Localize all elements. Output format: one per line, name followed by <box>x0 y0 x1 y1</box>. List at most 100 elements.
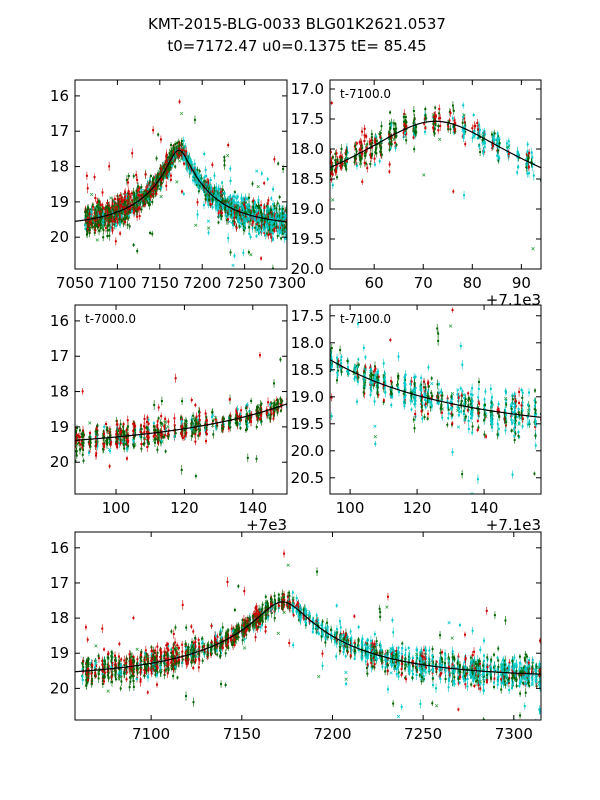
data-point <box>249 236 252 239</box>
data-point <box>148 178 151 181</box>
data-point <box>186 166 189 169</box>
data-point <box>247 251 250 254</box>
data-point <box>118 198 121 201</box>
data-point <box>136 250 139 253</box>
data-point <box>229 195 232 198</box>
data-point <box>251 182 254 185</box>
data-point <box>149 197 152 200</box>
data-point <box>220 214 223 217</box>
data-point <box>168 172 171 175</box>
data-point <box>144 173 147 176</box>
data-point <box>230 213 233 216</box>
data-point <box>114 240 117 243</box>
data-point <box>85 174 88 177</box>
data-point <box>224 200 227 203</box>
data-point <box>130 210 133 213</box>
data-point <box>111 211 114 214</box>
data-point <box>216 209 219 212</box>
data-point <box>235 226 238 229</box>
data-point <box>248 196 251 199</box>
data-point <box>235 197 238 200</box>
data-point <box>229 251 232 254</box>
data-point <box>155 157 158 160</box>
data-point <box>106 201 109 204</box>
data-point <box>167 174 170 177</box>
data-point <box>129 195 132 198</box>
data-point <box>248 226 251 229</box>
data-point <box>136 179 139 182</box>
data-point <box>88 232 91 235</box>
data-point <box>125 197 128 200</box>
data-point <box>193 162 196 165</box>
data-point <box>126 192 129 195</box>
data-point <box>219 203 222 206</box>
data-point <box>106 229 109 232</box>
data-point <box>253 203 256 206</box>
data-point <box>157 184 160 187</box>
data-point <box>108 207 111 210</box>
data-point <box>84 214 87 217</box>
data-point <box>170 164 173 167</box>
data-point <box>170 144 173 147</box>
data-point <box>232 224 235 227</box>
data-point <box>124 210 127 213</box>
data-point <box>155 192 158 195</box>
data-point <box>85 221 88 224</box>
data-point <box>119 215 122 218</box>
data-point <box>98 229 101 232</box>
data-point <box>86 232 89 235</box>
data-point <box>137 194 140 197</box>
data-point <box>119 194 122 197</box>
data-point <box>184 153 187 156</box>
data-point <box>91 203 94 206</box>
data-point <box>184 145 187 148</box>
outlier-mark <box>175 180 179 184</box>
data-point <box>215 193 218 196</box>
data-point <box>220 212 223 215</box>
outlier-mark <box>194 223 198 227</box>
data-point <box>124 191 127 194</box>
data-point <box>160 186 163 189</box>
data-point <box>258 224 261 227</box>
data-point <box>118 217 121 220</box>
data-point <box>96 220 99 223</box>
data-point <box>123 218 126 221</box>
data-point <box>227 237 230 240</box>
data-point <box>185 164 188 167</box>
data-point <box>87 206 90 209</box>
data-point <box>93 212 96 215</box>
data-point <box>108 219 111 222</box>
data-point <box>248 206 251 209</box>
outlier-mark <box>177 159 182 163</box>
data-point <box>157 172 160 175</box>
data-point <box>260 218 263 221</box>
data-point <box>94 229 97 232</box>
data-point <box>219 190 222 193</box>
figure-title-line1: KMT-2015-BLG-0033 BLG01K2621.0537 <box>148 15 446 33</box>
data-point <box>181 154 184 157</box>
data-point <box>235 216 238 219</box>
data-point <box>102 229 105 232</box>
data-point <box>242 205 245 208</box>
data-point <box>170 153 173 156</box>
data-point <box>219 188 222 191</box>
data-point <box>246 206 249 209</box>
data-point <box>213 174 216 177</box>
data-point <box>262 221 265 224</box>
data-point <box>217 205 220 208</box>
data-point <box>118 205 121 208</box>
data-points <box>75 99 287 269</box>
data-point <box>140 186 143 189</box>
data-point <box>122 222 125 225</box>
data-point <box>217 212 220 215</box>
data-point <box>260 204 263 207</box>
data-point <box>91 226 94 229</box>
data-point <box>129 207 132 210</box>
data-point <box>120 215 123 218</box>
data-point <box>165 184 168 187</box>
data-point <box>260 172 263 175</box>
data-point <box>101 208 104 211</box>
data-point <box>97 224 100 227</box>
data-point <box>231 221 234 224</box>
data-point <box>221 198 224 201</box>
